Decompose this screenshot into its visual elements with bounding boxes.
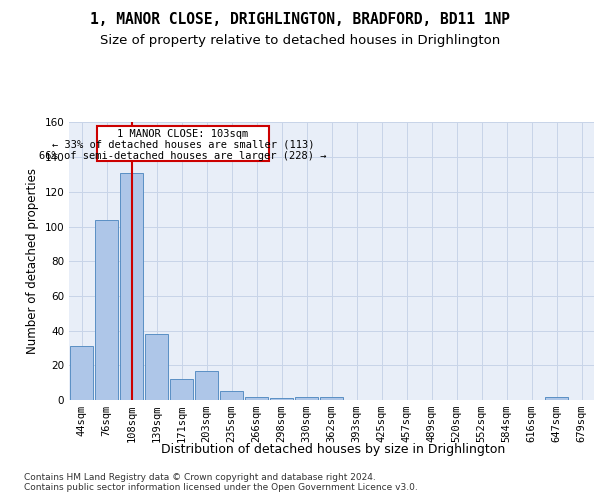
Bar (145, 334, 168, 400)
Text: 66% of semi-detached houses are larger (228) →: 66% of semi-detached houses are larger (… (39, 151, 327, 161)
Bar (195, 370, 218, 400)
Text: Size of property relative to detached houses in Drighlington: Size of property relative to detached ho… (100, 34, 500, 47)
Text: ← 33% of detached houses are smaller (113): ← 33% of detached houses are smaller (11… (52, 140, 314, 150)
Bar (220, 392, 243, 400)
Bar (545, 396, 568, 400)
Text: Contains HM Land Registry data © Crown copyright and database right 2024.
Contai: Contains HM Land Registry data © Crown c… (24, 472, 418, 492)
Bar (245, 396, 268, 400)
Bar (170, 379, 193, 400)
Text: 1 MANOR CLOSE: 103sqm: 1 MANOR CLOSE: 103sqm (118, 128, 248, 138)
Y-axis label: Number of detached properties: Number of detached properties (26, 168, 39, 354)
FancyBboxPatch shape (97, 126, 269, 160)
Text: Distribution of detached houses by size in Drighlington: Distribution of detached houses by size … (161, 442, 505, 456)
Bar (95, 220, 118, 400)
Bar (120, 173, 143, 400)
Bar (320, 396, 343, 400)
Bar (270, 398, 293, 400)
Bar (295, 396, 318, 400)
Bar (70, 346, 93, 400)
Text: 1, MANOR CLOSE, DRIGHLINGTON, BRADFORD, BD11 1NP: 1, MANOR CLOSE, DRIGHLINGTON, BRADFORD, … (90, 12, 510, 28)
